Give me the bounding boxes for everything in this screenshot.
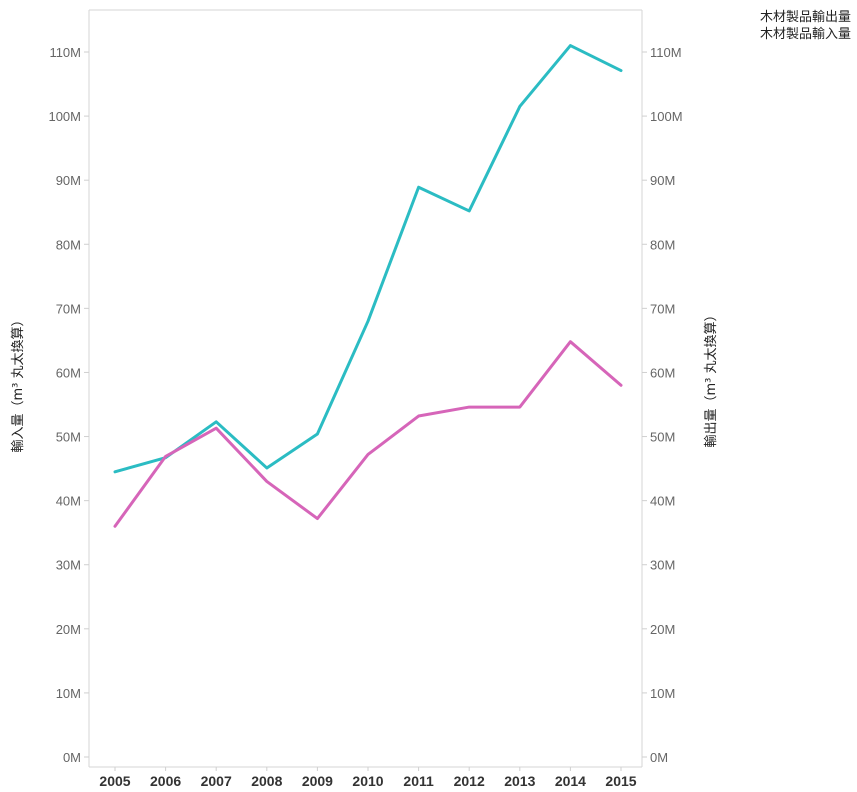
y-tick-label-right: 70M [650,301,675,316]
x-axis-ticks: 2005 2006 2007 2008 2009 2010 2011 2012 2013 2014… [99,767,637,789]
y-tick-label-left: 0M [63,750,81,765]
y-tick-label-left: 30M [56,558,81,573]
y-tick-label-right: 60M [650,365,675,380]
legend-item-export[interactable]: 木材製品輸出量 [759,10,851,25]
x-tick-label: 2015 [605,773,636,789]
x-tick-label: 2012 [454,773,485,789]
x-tick-label: 2010 [352,773,383,789]
y-tick-label-left: 20M [56,622,81,637]
x-tick-label: 2008 [251,773,282,789]
y-tick-label-right: 80M [650,237,675,252]
y-tick-label-right: 0M [650,750,668,765]
x-tick-label: 2006 [150,773,181,789]
y-tick-label-left: 80M [56,237,81,252]
series-line-export[interactable] [113,44,623,474]
y-tick-label-right: 110M [650,45,682,60]
x-tick-label: 2007 [201,773,232,789]
y-tick-label-left: 40M [56,494,81,509]
y-tick-label-left: 70M [56,301,81,316]
series-line-import[interactable] [113,340,623,528]
x-tick-label: 2014 [555,773,586,789]
y-tick-label-left: 90M [56,173,81,188]
x-tick-label: 2011 [403,773,434,789]
y-tick-label-right: 40M [650,494,675,509]
y-tick-label-right: 50M [650,430,675,445]
x-tick-label: 2005 [99,773,130,789]
y-axis-left-title: 輸入量（m³ 丸太換算） [11,313,26,452]
chart-axes [88,9,643,768]
y-tick-label-left: 100M [48,109,81,124]
y-axis-ticks: 0M 0M 10M 10M 20M 20M 30M 30M 40M 40M 50M 50M 60M 60M… [48,45,682,765]
y-tick-label-right: 30M [650,558,675,573]
y-tick-label-right: 10M [650,686,675,701]
chart-legend: 木材製品輸出量 木材製品輸入量 [760,9,851,43]
y-tick-label-right: 90M [650,173,675,188]
x-tick-label: 2013 [504,773,535,789]
y-axis-right-title: 輸出量（m³ 丸太換算） [704,308,719,447]
x-tick-label: 2009 [302,773,333,789]
chart-series [113,44,623,528]
y-tick-label-left: 60M [56,365,81,380]
y-tick-label-right: 20M [650,622,675,637]
legend-item-import[interactable]: 木材製品輸入量 [759,27,851,42]
y-tick-label-left: 10M [56,686,81,701]
y-tick-label-left: 50M [56,430,81,445]
y-tick-label-left: 110M [49,45,81,60]
y-tick-label-right: 100M [650,109,683,124]
